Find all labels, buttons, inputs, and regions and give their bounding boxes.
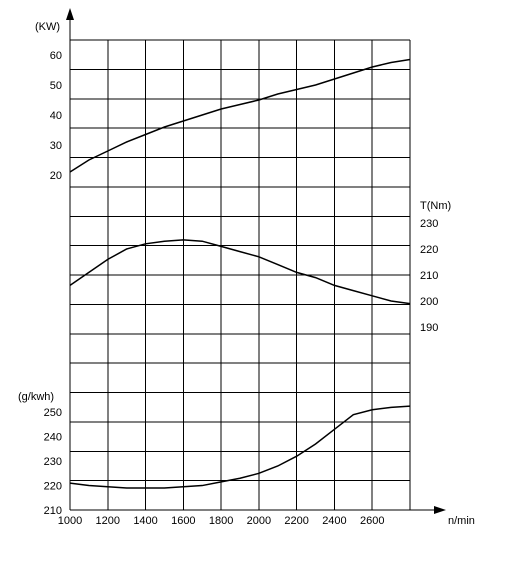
sfc-tick: 230	[44, 456, 62, 468]
torque-tick: 230	[420, 218, 438, 230]
torque-tick: 210	[420, 270, 438, 282]
sfc-tick: 220	[44, 481, 62, 493]
x-axis-label: n/min	[448, 515, 475, 527]
power-curve	[70, 60, 410, 173]
sfc-tick: 250	[44, 407, 62, 419]
x-tick: 1400	[133, 515, 157, 527]
torque-axis-label: T(Nm)	[420, 200, 451, 212]
torque-curve	[70, 240, 410, 304]
x-tick: 1800	[209, 515, 233, 527]
x-tick: 1200	[96, 515, 120, 527]
chart-svg: 100012001400160018002000220024002600n/mi…	[0, 0, 508, 561]
kw-axis-label: (KW)	[35, 21, 60, 33]
x-tick: 1600	[171, 515, 195, 527]
sfc-curve	[70, 406, 410, 488]
kw-tick: 60	[50, 50, 62, 62]
x-tick: 2000	[247, 515, 271, 527]
torque-tick: 200	[420, 296, 438, 308]
engine-performance-chart: 100012001400160018002000220024002600n/mi…	[0, 0, 508, 561]
torque-tick: 190	[420, 322, 438, 334]
kw-tick: 40	[50, 110, 62, 122]
sfc-axis-label: (g/kwh)	[18, 391, 54, 403]
kw-tick: 30	[50, 140, 62, 152]
sfc-tick: 210	[44, 505, 62, 517]
kw-tick: 50	[50, 80, 62, 92]
x-tick: 2600	[360, 515, 384, 527]
sfc-tick: 240	[44, 432, 62, 444]
x-tick: 2400	[322, 515, 346, 527]
x-tick: 2200	[284, 515, 308, 527]
kw-tick: 20	[50, 170, 62, 182]
torque-tick: 220	[420, 244, 438, 256]
